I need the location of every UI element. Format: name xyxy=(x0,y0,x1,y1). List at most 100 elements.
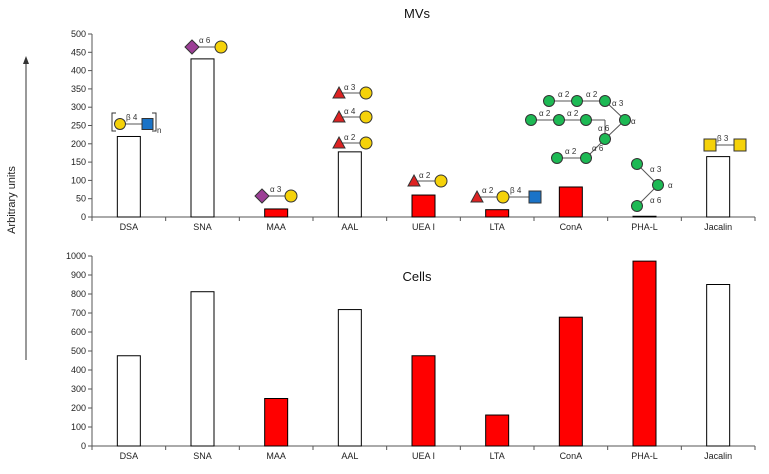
cona-link-2: α 2 xyxy=(586,90,598,99)
glycan-cona: α 2 α 2 α 2 α 2 α 3 α 6 α 2 α 6 α xyxy=(525,90,636,164)
cona-link-3: α 2 xyxy=(539,109,551,118)
cona-link-6: α 6 xyxy=(598,124,610,133)
cona-link-9: α xyxy=(631,117,636,126)
galactose-icon xyxy=(359,86,373,100)
y-tick-label: 900 xyxy=(71,270,86,280)
aal-link-2: α 4 xyxy=(344,107,356,116)
bar xyxy=(116,355,141,447)
x-tick-label: Jacalin xyxy=(704,451,732,461)
fucose-icon xyxy=(332,85,346,99)
lta-link-2: β 4 xyxy=(510,186,522,195)
y-tick-label: 0 xyxy=(81,212,86,222)
galactose-icon xyxy=(359,110,373,124)
x-tick-label: LTA xyxy=(490,222,505,232)
chart-title: MVs xyxy=(404,6,431,21)
fucose-icon xyxy=(470,189,484,203)
mannose-icon xyxy=(553,114,565,126)
glycan-uea: α 2 xyxy=(407,171,448,188)
x-tick-label: DSA xyxy=(120,222,139,232)
x-tick-label: LTA xyxy=(490,451,505,461)
x-tick-label: UEA I xyxy=(412,222,435,232)
bar xyxy=(558,186,583,218)
phal-link-2: α 6 xyxy=(650,196,662,205)
fucose-icon xyxy=(332,109,346,123)
galactose-icon xyxy=(496,190,510,204)
bar xyxy=(558,316,583,447)
mannose-icon xyxy=(551,152,563,164)
bar xyxy=(337,309,362,447)
lta-link-1: α 2 xyxy=(482,186,494,195)
x-tick-label: MAA xyxy=(266,451,286,461)
y-tick-label: 250 xyxy=(71,121,86,131)
glycan-maa: α 3 xyxy=(254,185,298,204)
glcnac-icon xyxy=(528,190,542,204)
jacalin-link-label: β 3 xyxy=(717,134,729,143)
y-tick-label: 150 xyxy=(71,157,86,167)
mannose-icon xyxy=(525,114,537,126)
phal-link-1: α 3 xyxy=(650,165,662,174)
galactose-icon xyxy=(284,189,298,203)
cona-link-7: α 2 xyxy=(565,147,577,156)
glcnac-icon xyxy=(141,118,154,130)
bar xyxy=(632,260,657,447)
mannose-icon xyxy=(580,152,592,164)
galnac-icon xyxy=(703,138,717,152)
y-tick-label: 100 xyxy=(71,422,86,432)
y-tick-label: 200 xyxy=(71,139,86,149)
bar xyxy=(190,58,215,218)
sialic-acid-icon xyxy=(254,188,270,204)
chart-title: Cells xyxy=(403,269,432,284)
bar xyxy=(485,414,510,447)
mannose-icon xyxy=(631,200,643,212)
y-tick-label: 800 xyxy=(71,289,86,299)
sna-link-label: α 6 xyxy=(199,36,211,45)
cona-link-5: α 3 xyxy=(612,99,624,108)
dsa-link-label: β 4 xyxy=(126,113,138,122)
glycan-phal: α 3 α 6 α xyxy=(631,158,673,212)
y-tick-label: 200 xyxy=(71,403,86,413)
bar xyxy=(264,398,289,447)
mannose-icon xyxy=(543,95,555,107)
glycan-lta: α 2 β 4 xyxy=(470,186,542,204)
y-tick-label: 0 xyxy=(81,441,86,451)
y-tick-label: 600 xyxy=(71,327,86,337)
x-tick-label: DSA xyxy=(120,451,139,461)
y-tick-label: 700 xyxy=(71,308,86,318)
aal-link-1: α 3 xyxy=(344,83,356,92)
mannose-icon xyxy=(580,114,592,126)
glycan-structures: β 4 n α 6 α 3 α 3 α 4 xyxy=(111,36,747,212)
y-tick-label: 300 xyxy=(71,102,86,112)
bar xyxy=(706,284,731,447)
bar xyxy=(485,209,510,218)
sialic-acid-icon xyxy=(184,39,200,55)
galnac-icon xyxy=(733,138,747,152)
glycan-dsa: β 4 n xyxy=(111,112,161,135)
y-tick-label: 350 xyxy=(71,84,86,94)
x-tick-label: MAA xyxy=(266,222,286,232)
y-tick-label: 450 xyxy=(71,47,86,57)
mannose-icon xyxy=(631,158,643,170)
chart-mvs: MVs 0 50 100 150 200 250 300 350 400 450 500 DSA SNA M… xyxy=(71,6,756,232)
y-tick-label: 500 xyxy=(71,346,86,356)
glycan-sna: α 6 xyxy=(184,36,228,55)
x-tick-label: SNA xyxy=(193,222,212,232)
bar xyxy=(632,215,657,218)
cona-link-8: α 6 xyxy=(592,144,604,153)
shared-ylabel: Arbitrary units xyxy=(6,56,29,360)
shared-ylabel-text: Arbitrary units xyxy=(6,166,18,234)
galactose-icon xyxy=(214,40,228,54)
glycan-jacalin: β 3 xyxy=(703,134,747,152)
x-tick-label: UEA I xyxy=(412,451,435,461)
bar xyxy=(190,291,215,447)
glycan-aal: α 3 α 4 α 2 xyxy=(332,83,373,150)
y-tick-label: 100 xyxy=(71,175,86,185)
y-tick-label: 400 xyxy=(71,66,86,76)
x-tick-label: SNA xyxy=(193,451,212,461)
y-tick-label: 400 xyxy=(71,365,86,375)
mannose-icon xyxy=(652,179,664,191)
bar xyxy=(411,194,436,218)
y-tick-label: 1000 xyxy=(66,251,86,261)
x-tick-label: ConA xyxy=(560,451,583,461)
galactose-icon xyxy=(359,136,373,150)
